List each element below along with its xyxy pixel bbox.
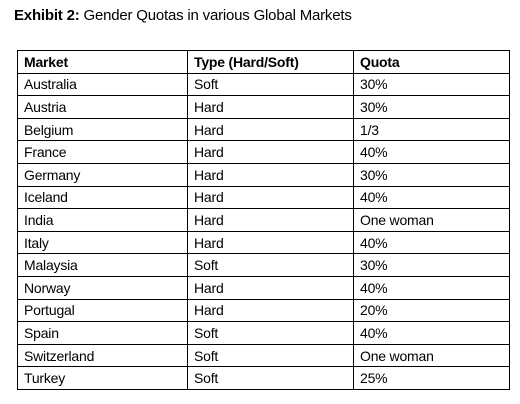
market-cell: Spain (17, 321, 188, 345)
type-cell: Hard (187, 185, 354, 210)
type-cell: Soft (187, 366, 354, 390)
market-cell: Germany (17, 162, 188, 187)
column-header-quota: Quota (353, 50, 510, 74)
type-cell: Soft (187, 321, 354, 345)
column-header-market: Market (17, 50, 188, 74)
market-cell: Malaysia (17, 253, 188, 277)
type-cell: Hard (187, 95, 354, 119)
quota-cell: 30% (353, 253, 510, 277)
type-cell: Hard (187, 275, 354, 300)
quota-cell: 20% (353, 298, 510, 323)
quota-cell: 30% (353, 95, 510, 119)
type-cell: Hard (187, 162, 354, 187)
table-row: Austria Hard 30% (17, 95, 510, 119)
market-cell: Australia (17, 72, 188, 97)
table-row: Iceland Hard 40% (17, 185, 510, 210)
table-row: Malaysia Soft 30% (17, 253, 510, 277)
exhibit-label: Exhibit 2: (14, 7, 80, 24)
column-header-type: Type (Hard/Soft) (187, 50, 354, 74)
quota-cell: 30% (353, 72, 510, 97)
quota-cell: 40% (353, 185, 510, 210)
market-cell: Norway (17, 275, 188, 300)
quota-cell: 25% (353, 366, 510, 390)
type-cell: Soft (187, 72, 354, 97)
exhibit-title: Exhibit 2: Gender Quotas in various Glob… (14, 7, 352, 25)
quota-cell: 1/3 (353, 117, 510, 142)
table-row: Portugal Hard 20% (17, 298, 510, 323)
market-cell: Iceland (17, 185, 188, 210)
market-cell: France (17, 140, 188, 164)
type-cell: Soft (187, 343, 354, 368)
quota-cell: 30% (353, 162, 510, 187)
table-row: Italy Hard 40% (17, 230, 510, 255)
table-row: Turkey Soft 25% (17, 366, 510, 390)
quota-cell: One woman (353, 343, 510, 368)
quota-cell: 40% (353, 230, 510, 255)
table-row: Spain Soft 40% (17, 321, 510, 345)
table-row: Belgium Hard 1/3 (17, 117, 510, 142)
table-row: India Hard One woman (17, 208, 510, 232)
type-cell: Hard (187, 117, 354, 142)
quota-cell: 40% (353, 321, 510, 345)
market-cell: Belgium (17, 117, 188, 142)
type-cell: Soft (187, 253, 354, 277)
gender-quota-table: Market Type (Hard/Soft) Quota Australia … (17, 50, 510, 390)
table-row: Switzerland Soft One woman (17, 343, 510, 368)
table-row: Germany Hard 30% (17, 162, 510, 187)
table-row: Norway Hard 40% (17, 275, 510, 300)
type-cell: Hard (187, 140, 354, 164)
market-cell: Italy (17, 230, 188, 255)
market-cell: Austria (17, 95, 188, 119)
market-cell: India (17, 208, 188, 232)
quota-cell: 40% (353, 140, 510, 164)
market-cell: Portugal (17, 298, 188, 323)
table-row: Australia Soft 30% (17, 72, 510, 97)
table-row: France Hard 40% (17, 140, 510, 164)
exhibit-title-text: Gender Quotas in various Global Markets (83, 7, 352, 24)
type-cell: Hard (187, 298, 354, 323)
quota-cell: One woman (353, 208, 510, 232)
market-cell: Switzerland (17, 343, 188, 368)
type-cell: Hard (187, 230, 354, 255)
market-cell: Turkey (17, 366, 188, 390)
quota-cell: 40% (353, 275, 510, 300)
table-header-row: Market Type (Hard/Soft) Quota (17, 50, 510, 74)
type-cell: Hard (187, 208, 354, 232)
